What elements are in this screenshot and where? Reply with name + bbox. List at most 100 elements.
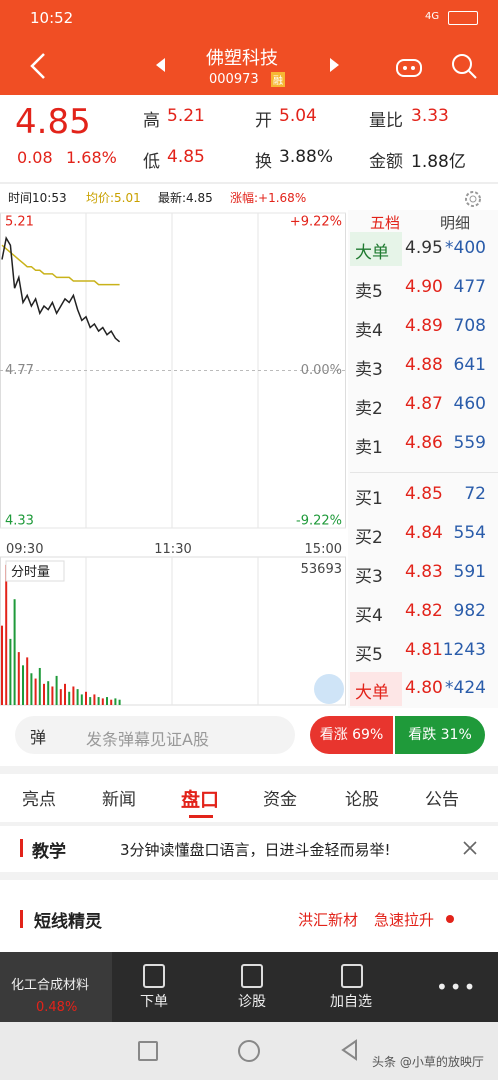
expand-button[interactable]: [314, 674, 344, 704]
volume-bar: [59, 689, 62, 705]
tab[interactable]: 论股: [345, 790, 379, 810]
recent-button[interactable]: [138, 1041, 158, 1061]
margin-badge: 融: [271, 72, 285, 87]
volume-bar: [22, 665, 24, 705]
tab[interactable]: 亮点: [22, 790, 56, 810]
volume-bar: [72, 686, 75, 705]
book-price: 4.90: [405, 277, 443, 297]
prev-stock[interactable]: [156, 58, 166, 72]
book-label: 买3: [355, 567, 383, 587]
book-price: 4.82: [405, 601, 443, 621]
volume-bar: [93, 694, 96, 705]
book-volume: 641: [453, 355, 486, 375]
next-stock[interactable]: [330, 58, 340, 72]
tab-underline: [189, 815, 213, 818]
sector-cell[interactable]: [0, 952, 112, 1022]
volume-bar: [38, 667, 41, 705]
nav-icon[interactable]: [143, 964, 165, 988]
stat-label: 换: [255, 152, 272, 172]
volume-bar: [110, 699, 113, 705]
volume-bar: [80, 694, 83, 705]
chart-info: 时间10:53: [8, 191, 67, 205]
tab[interactable]: 新闻: [102, 790, 136, 810]
nav-icon[interactable]: [341, 964, 363, 988]
bar-accent: [20, 910, 23, 928]
nav-label[interactable]: 诊股: [238, 994, 266, 1010]
volume-bar: [68, 691, 71, 705]
y-tick-label: 4.33: [5, 514, 34, 529]
tab[interactable]: 盘口: [181, 789, 220, 811]
battery: [448, 11, 478, 25]
search-icon[interactable]: [450, 52, 478, 80]
volume-bar: [43, 683, 45, 705]
book-volume: 591: [453, 562, 486, 582]
status-network: 4G: [425, 11, 440, 22]
stat-label: 高: [143, 111, 160, 131]
chart-info: 涨幅:+1.68%: [230, 190, 306, 205]
volume-bar: [1, 625, 3, 705]
volume-bar: [114, 698, 117, 705]
bar-accent: [20, 839, 23, 857]
nav-label[interactable]: 下单: [140, 994, 168, 1010]
signal-dot: [446, 915, 454, 923]
lesson-text[interactable]: 3分钟读懂盘口语言，日进斗金轻而易举!: [120, 841, 391, 859]
volume-bar: [64, 683, 66, 705]
intraday-chart: 时间10:53 均价:5.01 最新:4.85 涨幅:+1.68% 5.21 +9.22%…: [0, 190, 346, 706]
big-order-bg: [350, 672, 402, 706]
book-price: 4.83: [405, 562, 443, 582]
volume-bar: [55, 675, 58, 705]
bear-button[interactable]: 看跌 31%: [395, 716, 485, 754]
spirit-stock[interactable]: 洪汇新材: [298, 911, 359, 929]
book-label: 卖3: [355, 360, 383, 380]
volume-bar: [47, 681, 50, 705]
more-icon[interactable]: •••: [436, 975, 478, 999]
back-button[interactable]: [28, 52, 48, 80]
stat-label: 低: [143, 152, 160, 172]
volume-bar: [85, 691, 87, 705]
stat-value: 3.33: [411, 106, 449, 126]
tab[interactable]: 资金: [263, 790, 297, 810]
book-price: 4.89: [405, 316, 443, 336]
chart-info: 最新:4.85: [158, 190, 213, 205]
book-price: 4.87: [405, 394, 443, 414]
volume-bar: [30, 673, 33, 705]
book-price: 4.85: [405, 484, 443, 504]
book-price: 4.95: [405, 238, 443, 258]
avg-line: [1, 244, 120, 286]
settings-icon[interactable]: [462, 188, 484, 210]
book-volume: 708: [453, 316, 486, 336]
book-price: 4.84: [405, 523, 443, 543]
close-icon[interactable]: [462, 840, 478, 856]
book-tab[interactable]: 明细: [440, 214, 471, 232]
book-volume: *400: [445, 238, 486, 258]
book-label: 买1: [355, 489, 383, 509]
book-volume: 982: [453, 601, 486, 621]
book-volume: 559: [453, 433, 486, 453]
change: 0.08: [17, 148, 53, 167]
volume-frame: [0, 556, 346, 706]
stat-value: 5.04: [279, 106, 317, 126]
time-label: 11:30: [154, 542, 191, 557]
book-label: 大单: [355, 683, 389, 703]
lesson-tag: 教学: [32, 842, 66, 862]
robot-icon[interactable]: [394, 52, 424, 80]
nav-icon[interactable]: [241, 964, 263, 988]
tab[interactable]: 公告: [425, 790, 459, 810]
danmu-input[interactable]: [15, 716, 295, 754]
y-tick-label: 4.77: [5, 363, 34, 378]
home-button[interactable]: [238, 1040, 260, 1062]
stock-code: 000973: [209, 72, 259, 87]
volume-bar: [26, 657, 29, 705]
book-volume: 460: [453, 394, 486, 414]
book-label: 买2: [355, 528, 383, 548]
order-book: [348, 210, 498, 708]
back-nav[interactable]: [340, 1039, 358, 1061]
bull-button[interactable]: 看涨 69%: [310, 716, 393, 754]
nav-label[interactable]: 加自选: [330, 994, 372, 1010]
pct-label: 0.00%: [301, 363, 342, 378]
volume-bar: [51, 686, 54, 705]
chart-info: 均价:5.01: [86, 191, 141, 205]
book-price: 4.81: [405, 640, 443, 660]
book-price: 4.88: [405, 355, 443, 375]
